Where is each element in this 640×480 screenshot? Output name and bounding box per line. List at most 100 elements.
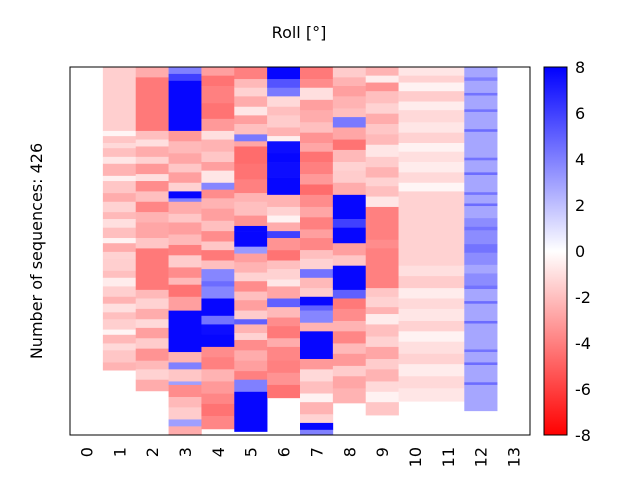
heatmap-cell-col12-seg32	[464, 362, 498, 366]
x-tick-label-8: 8	[340, 447, 359, 457]
heatmap-cell-col8-seg5	[332, 117, 367, 128]
heatmap-cell-col6-seg10	[267, 162, 301, 178]
heatmap-cell-col7-seg33	[300, 414, 334, 424]
heatmap-cell-col12-seg1	[464, 77, 498, 82]
heatmap-cell-col11-seg13	[431, 191, 465, 266]
heatmap-cell-col5-seg11	[234, 179, 268, 194]
heatmap-cell-col1-seg13	[102, 227, 137, 239]
heatmap-cell-col11-seg5	[431, 110, 465, 123]
colorbar-tick-4: 4	[575, 150, 585, 169]
heatmap-cell-col12-seg28	[464, 320, 498, 324]
heatmap-cell-col12-seg5	[464, 109, 498, 113]
heatmap-cell-col5-seg13	[234, 201, 268, 216]
heatmap-cell-col10-seg17	[398, 298, 432, 310]
x-tick-label-12: 12	[472, 447, 491, 467]
heatmap-cell-col6-seg2	[267, 87, 301, 97]
x-tick-label-10: 10	[406, 447, 425, 467]
heatmap-cell-col4-seg7	[201, 151, 235, 163]
heatmap-cell-col12-seg15	[464, 203, 498, 207]
heatmap-cell-col11-seg4	[431, 101, 465, 111]
heatmap-cell-col9-seg7	[365, 134, 399, 146]
heatmap-cell-col2-seg3	[135, 139, 169, 147]
heatmap-cell-col9-seg11	[365, 177, 399, 187]
heatmap-cell-col11-seg2	[431, 82, 465, 92]
colorbar-tick--6: -6	[575, 380, 591, 399]
heatmap-cell-col9-seg9	[365, 156, 399, 168]
heatmap-cell-col12-seg21	[464, 252, 498, 266]
heatmap-cell-col9-seg2	[365, 82, 399, 92]
heatmap-cell-col1-seg3	[102, 143, 137, 149]
heatmap-cell-col12-seg16	[464, 206, 498, 219]
heatmap-cell-col6-seg26	[267, 326, 301, 339]
heatmap-cell-col8-seg8	[332, 149, 367, 163]
heatmap-cell-col8-seg16	[332, 243, 367, 256]
heatmap-cell-col10-seg4	[398, 101, 432, 111]
heatmap-cell-col6-seg29	[267, 360, 301, 374]
heatmap-cell-col10-seg16	[398, 288, 432, 299]
x-tick-label-4: 4	[209, 447, 228, 457]
heatmap-cell-col2-seg21	[135, 348, 169, 362]
heatmap-cell-col10-seg9	[398, 151, 432, 163]
heatmap-cell-col10-seg6	[398, 122, 432, 133]
heatmap-cell-col5-seg25	[234, 319, 268, 325]
heatmap-cell-col4-seg3	[201, 103, 235, 120]
heatmap-cell-col10-seg2	[398, 82, 432, 92]
heatmap-cell-col7-seg27	[300, 343, 334, 360]
heatmap-cell-col1-seg10	[102, 201, 137, 213]
heatmap-cell-col12-seg35	[464, 384, 498, 412]
heatmap-cell-col7-seg17	[300, 250, 334, 260]
heatmap-cell-col1-seg22	[102, 303, 137, 313]
heatmap-cell-col4-seg29	[201, 381, 235, 394]
heatmap-cell-col6-seg18	[267, 250, 301, 261]
heatmap-cell-col5-seg19	[234, 262, 268, 273]
heatmap-cell-col12-seg20	[464, 244, 498, 254]
y-axis-label: Number of sequences: 426	[27, 143, 46, 359]
heatmap-cell-col10-seg11	[398, 172, 432, 184]
heatmap-cell-col7-seg35	[300, 429, 334, 436]
heatmap-cell-col8-seg1	[332, 77, 367, 87]
heatmap-cell-col4-seg21	[201, 286, 235, 299]
heatmap-cell-col10-seg20	[398, 331, 432, 343]
heatmap-cell-col4-seg0	[201, 67, 235, 76]
heatmap-cell-col8-seg13	[332, 201, 367, 220]
heatmap-cell-col10-seg3	[398, 91, 432, 102]
heatmap-cell-col2-seg14	[135, 248, 169, 291]
heatmap-cell-col11-seg20	[431, 331, 465, 343]
heatmap-cell-col3-seg21	[168, 310, 202, 353]
heatmap-cell-col1-seg9	[102, 193, 137, 203]
heatmap-cell-col11-seg14	[431, 265, 465, 277]
heatmap-cell-col5-seg0	[234, 67, 268, 80]
heatmap-cell-col10-seg8	[398, 143, 432, 152]
heatmap-cell-col3-seg26	[168, 384, 202, 398]
heatmap-cell-col7-seg15	[300, 229, 334, 239]
x-tick-label-6: 6	[275, 447, 294, 457]
heatmap-cell-col5-seg23	[234, 300, 268, 311]
heatmap-cell-col12-seg27	[464, 303, 498, 322]
heatmap-cell-col5-seg28	[234, 339, 268, 351]
heatmap-cell-col7-seg6	[300, 132, 334, 144]
heatmap-cell-col12-seg25	[464, 289, 498, 302]
heatmap-cell-col12-seg11	[464, 172, 498, 176]
heatmap-cell-col4-seg32	[201, 416, 235, 430]
heatmap-cell-col4-seg9	[201, 170, 235, 184]
heatmap-cell-col6-seg4	[267, 106, 301, 116]
heatmap-cell-col9-seg8	[365, 144, 399, 158]
heatmap-cell-col11-seg24	[431, 376, 465, 389]
heatmap-cell-col2-seg12	[135, 222, 169, 239]
heatmap-cell-col7-seg12	[300, 194, 334, 208]
heatmap-cell-col12-seg34	[464, 382, 498, 386]
heatmap-cell-col1-seg14	[102, 238, 137, 244]
heatmap-cell-col12-seg23	[464, 273, 498, 286]
heatmap-cell-col7-seg10	[300, 174, 334, 185]
heatmap-cell-col3-seg22	[168, 352, 202, 363]
colorbar-tick--4: -4	[575, 334, 591, 353]
heatmap-cell-col9-seg13	[365, 196, 399, 208]
heatmap-cell-col1-seg25	[102, 329, 137, 336]
heatmap-cell-col12-seg18	[464, 226, 498, 231]
heatmap-cell-col9-seg27	[365, 391, 399, 403]
heatmap-cell-col10-seg0	[398, 67, 432, 76]
heatmap-cell-col8-seg7	[332, 139, 367, 151]
heatmap-cell-col12-seg10	[464, 160, 498, 173]
heatmap-cell-col8-seg15	[332, 227, 367, 244]
heatmap-cell-col8-seg24	[332, 331, 367, 344]
